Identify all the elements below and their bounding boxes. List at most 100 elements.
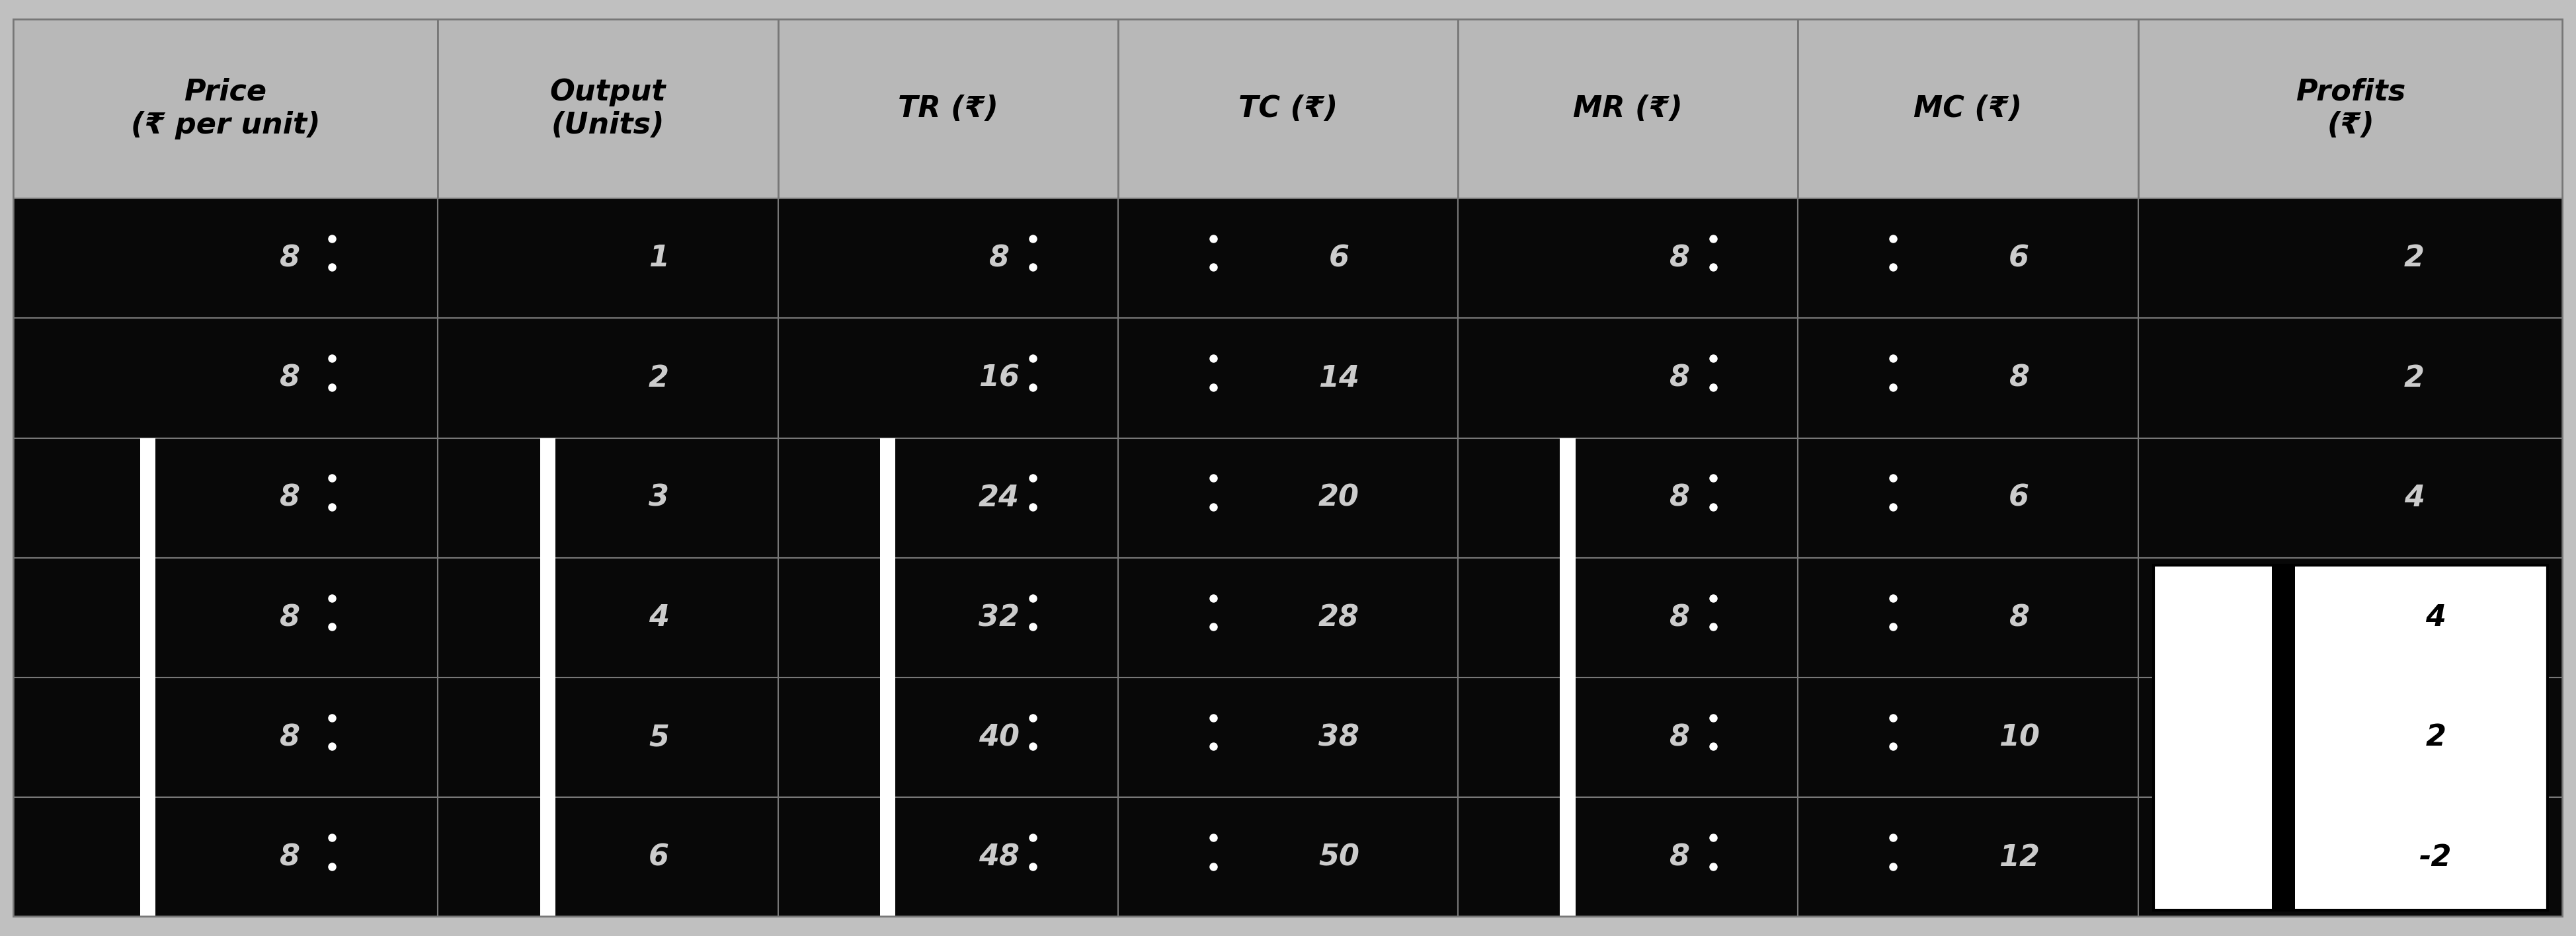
Bar <box>1798 797 2138 917</box>
Text: 8: 8 <box>278 604 299 632</box>
Bar <box>778 198 1118 318</box>
Text: 3: 3 <box>649 484 670 512</box>
Text: 8: 8 <box>2009 604 2030 632</box>
Text: 12: 12 <box>1999 843 2040 871</box>
Text: 4: 4 <box>2427 604 2445 632</box>
Text: 6: 6 <box>2009 484 2030 512</box>
Text: 6: 6 <box>2009 244 2030 272</box>
Text: MC (₹): MC (₹) <box>1914 95 2022 123</box>
Text: Output
(Units): Output (Units) <box>549 78 667 139</box>
Bar <box>1118 438 1458 558</box>
Text: 2: 2 <box>2403 724 2424 752</box>
Text: 40: 40 <box>979 724 1020 752</box>
Bar <box>438 438 778 558</box>
Bar <box>2138 678 2563 797</box>
Bar <box>438 19 778 198</box>
Text: 8: 8 <box>278 484 299 512</box>
Text: 2: 2 <box>649 364 670 392</box>
Bar <box>2138 198 2563 318</box>
Bar <box>438 797 778 917</box>
Bar <box>541 438 556 917</box>
Bar <box>2138 558 2563 678</box>
Bar <box>1798 318 2138 438</box>
Bar <box>1798 19 2138 198</box>
Bar <box>1798 198 2138 318</box>
Text: 28: 28 <box>1319 604 1360 632</box>
Text: Price
(₹ per unit): Price (₹ per unit) <box>131 78 319 139</box>
Bar <box>438 198 778 318</box>
Bar <box>1561 438 1577 917</box>
Bar <box>2138 438 2563 558</box>
Text: -2: -2 <box>2398 843 2432 871</box>
Text: 48: 48 <box>979 843 1020 871</box>
Text: 6: 6 <box>1329 244 1350 272</box>
Bar <box>1798 558 2138 678</box>
Bar <box>778 558 1118 678</box>
Bar <box>438 318 778 438</box>
Text: 1: 1 <box>649 244 670 272</box>
Bar <box>2138 797 2563 917</box>
Text: Profits
(₹): Profits (₹) <box>2295 78 2406 139</box>
Text: TC (₹): TC (₹) <box>1239 95 1337 123</box>
Text: 8: 8 <box>278 724 299 752</box>
Bar <box>1118 678 1458 797</box>
Bar <box>438 678 778 797</box>
Bar <box>139 438 155 917</box>
Bar <box>1118 19 1458 198</box>
Text: 8: 8 <box>989 244 1010 272</box>
Text: 8: 8 <box>2009 364 2030 392</box>
Bar <box>1798 438 2138 558</box>
Bar <box>13 438 438 558</box>
Bar <box>2154 565 2548 910</box>
Text: 8: 8 <box>1669 724 1690 752</box>
Text: 8: 8 <box>278 244 299 272</box>
Bar <box>13 318 438 438</box>
Bar <box>778 678 1118 797</box>
Bar <box>778 19 1118 198</box>
Bar <box>1458 198 1798 318</box>
Text: 2: 2 <box>2403 244 2424 272</box>
Text: 8: 8 <box>1669 484 1690 512</box>
Bar <box>1118 198 1458 318</box>
Text: 4: 4 <box>649 604 670 632</box>
Bar <box>1458 438 1798 558</box>
Text: 8: 8 <box>1669 604 1690 632</box>
Text: 4: 4 <box>2403 604 2424 632</box>
Text: 8: 8 <box>1669 244 1690 272</box>
Text: 5: 5 <box>649 724 670 752</box>
Text: 24: 24 <box>979 484 1020 512</box>
Bar <box>13 19 438 198</box>
Bar <box>1458 19 1798 198</box>
Text: 8: 8 <box>1669 364 1690 392</box>
Text: 38: 38 <box>1319 724 1360 752</box>
Text: 8: 8 <box>278 364 299 392</box>
Bar <box>1118 558 1458 678</box>
Text: 6: 6 <box>649 843 670 871</box>
Bar <box>438 558 778 678</box>
Bar <box>2138 318 2563 438</box>
Text: 14: 14 <box>1319 364 1360 392</box>
Bar <box>13 198 438 318</box>
Bar <box>13 797 438 917</box>
Bar <box>1458 558 1798 678</box>
Bar <box>1458 678 1798 797</box>
Bar <box>13 558 438 678</box>
Bar <box>1118 797 1458 917</box>
Text: 8: 8 <box>278 843 299 871</box>
Text: 10: 10 <box>1999 724 2040 752</box>
Bar <box>778 318 1118 438</box>
Text: TR (₹): TR (₹) <box>899 95 997 123</box>
Text: -2: -2 <box>2419 843 2452 871</box>
Bar <box>2272 565 2295 910</box>
Bar <box>1118 318 1458 438</box>
Text: 2: 2 <box>2403 364 2424 392</box>
Text: 8: 8 <box>1669 843 1690 871</box>
Text: 20: 20 <box>1319 484 1360 512</box>
Bar <box>1798 678 2138 797</box>
Bar <box>778 797 1118 917</box>
Bar <box>778 438 1118 558</box>
Text: 2: 2 <box>2427 724 2445 752</box>
Text: 16: 16 <box>979 364 1020 392</box>
Text: 4: 4 <box>2403 484 2424 512</box>
Bar <box>1458 318 1798 438</box>
